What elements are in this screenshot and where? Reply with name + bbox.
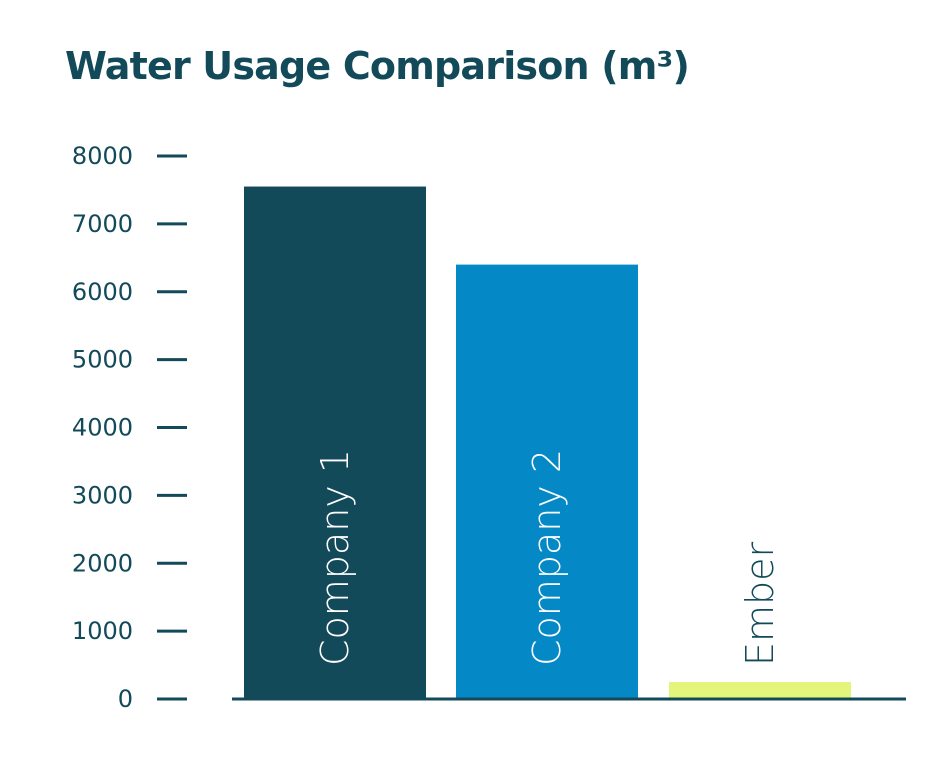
chart-title: Water Usage Comparison (m³): [65, 44, 690, 88]
bar: [669, 682, 851, 699]
y-tick-label: 3000: [72, 481, 133, 509]
y-tick-label: 6000: [72, 278, 133, 306]
y-tick-label: 2000: [72, 549, 133, 577]
bar: [456, 264, 638, 699]
y-tick-label: 7000: [72, 210, 133, 238]
bar-label: Ember: [738, 541, 782, 666]
bar-label: Company 1: [313, 449, 357, 666]
bar-label: Company 2: [525, 449, 569, 666]
y-tick-label: 1000: [72, 617, 133, 645]
y-tick-label: 0: [118, 685, 133, 713]
y-tick-label: 8000: [72, 142, 133, 170]
y-tick-label: 4000: [72, 414, 133, 442]
y-tick-label: 5000: [72, 346, 133, 374]
bar: [244, 186, 426, 699]
